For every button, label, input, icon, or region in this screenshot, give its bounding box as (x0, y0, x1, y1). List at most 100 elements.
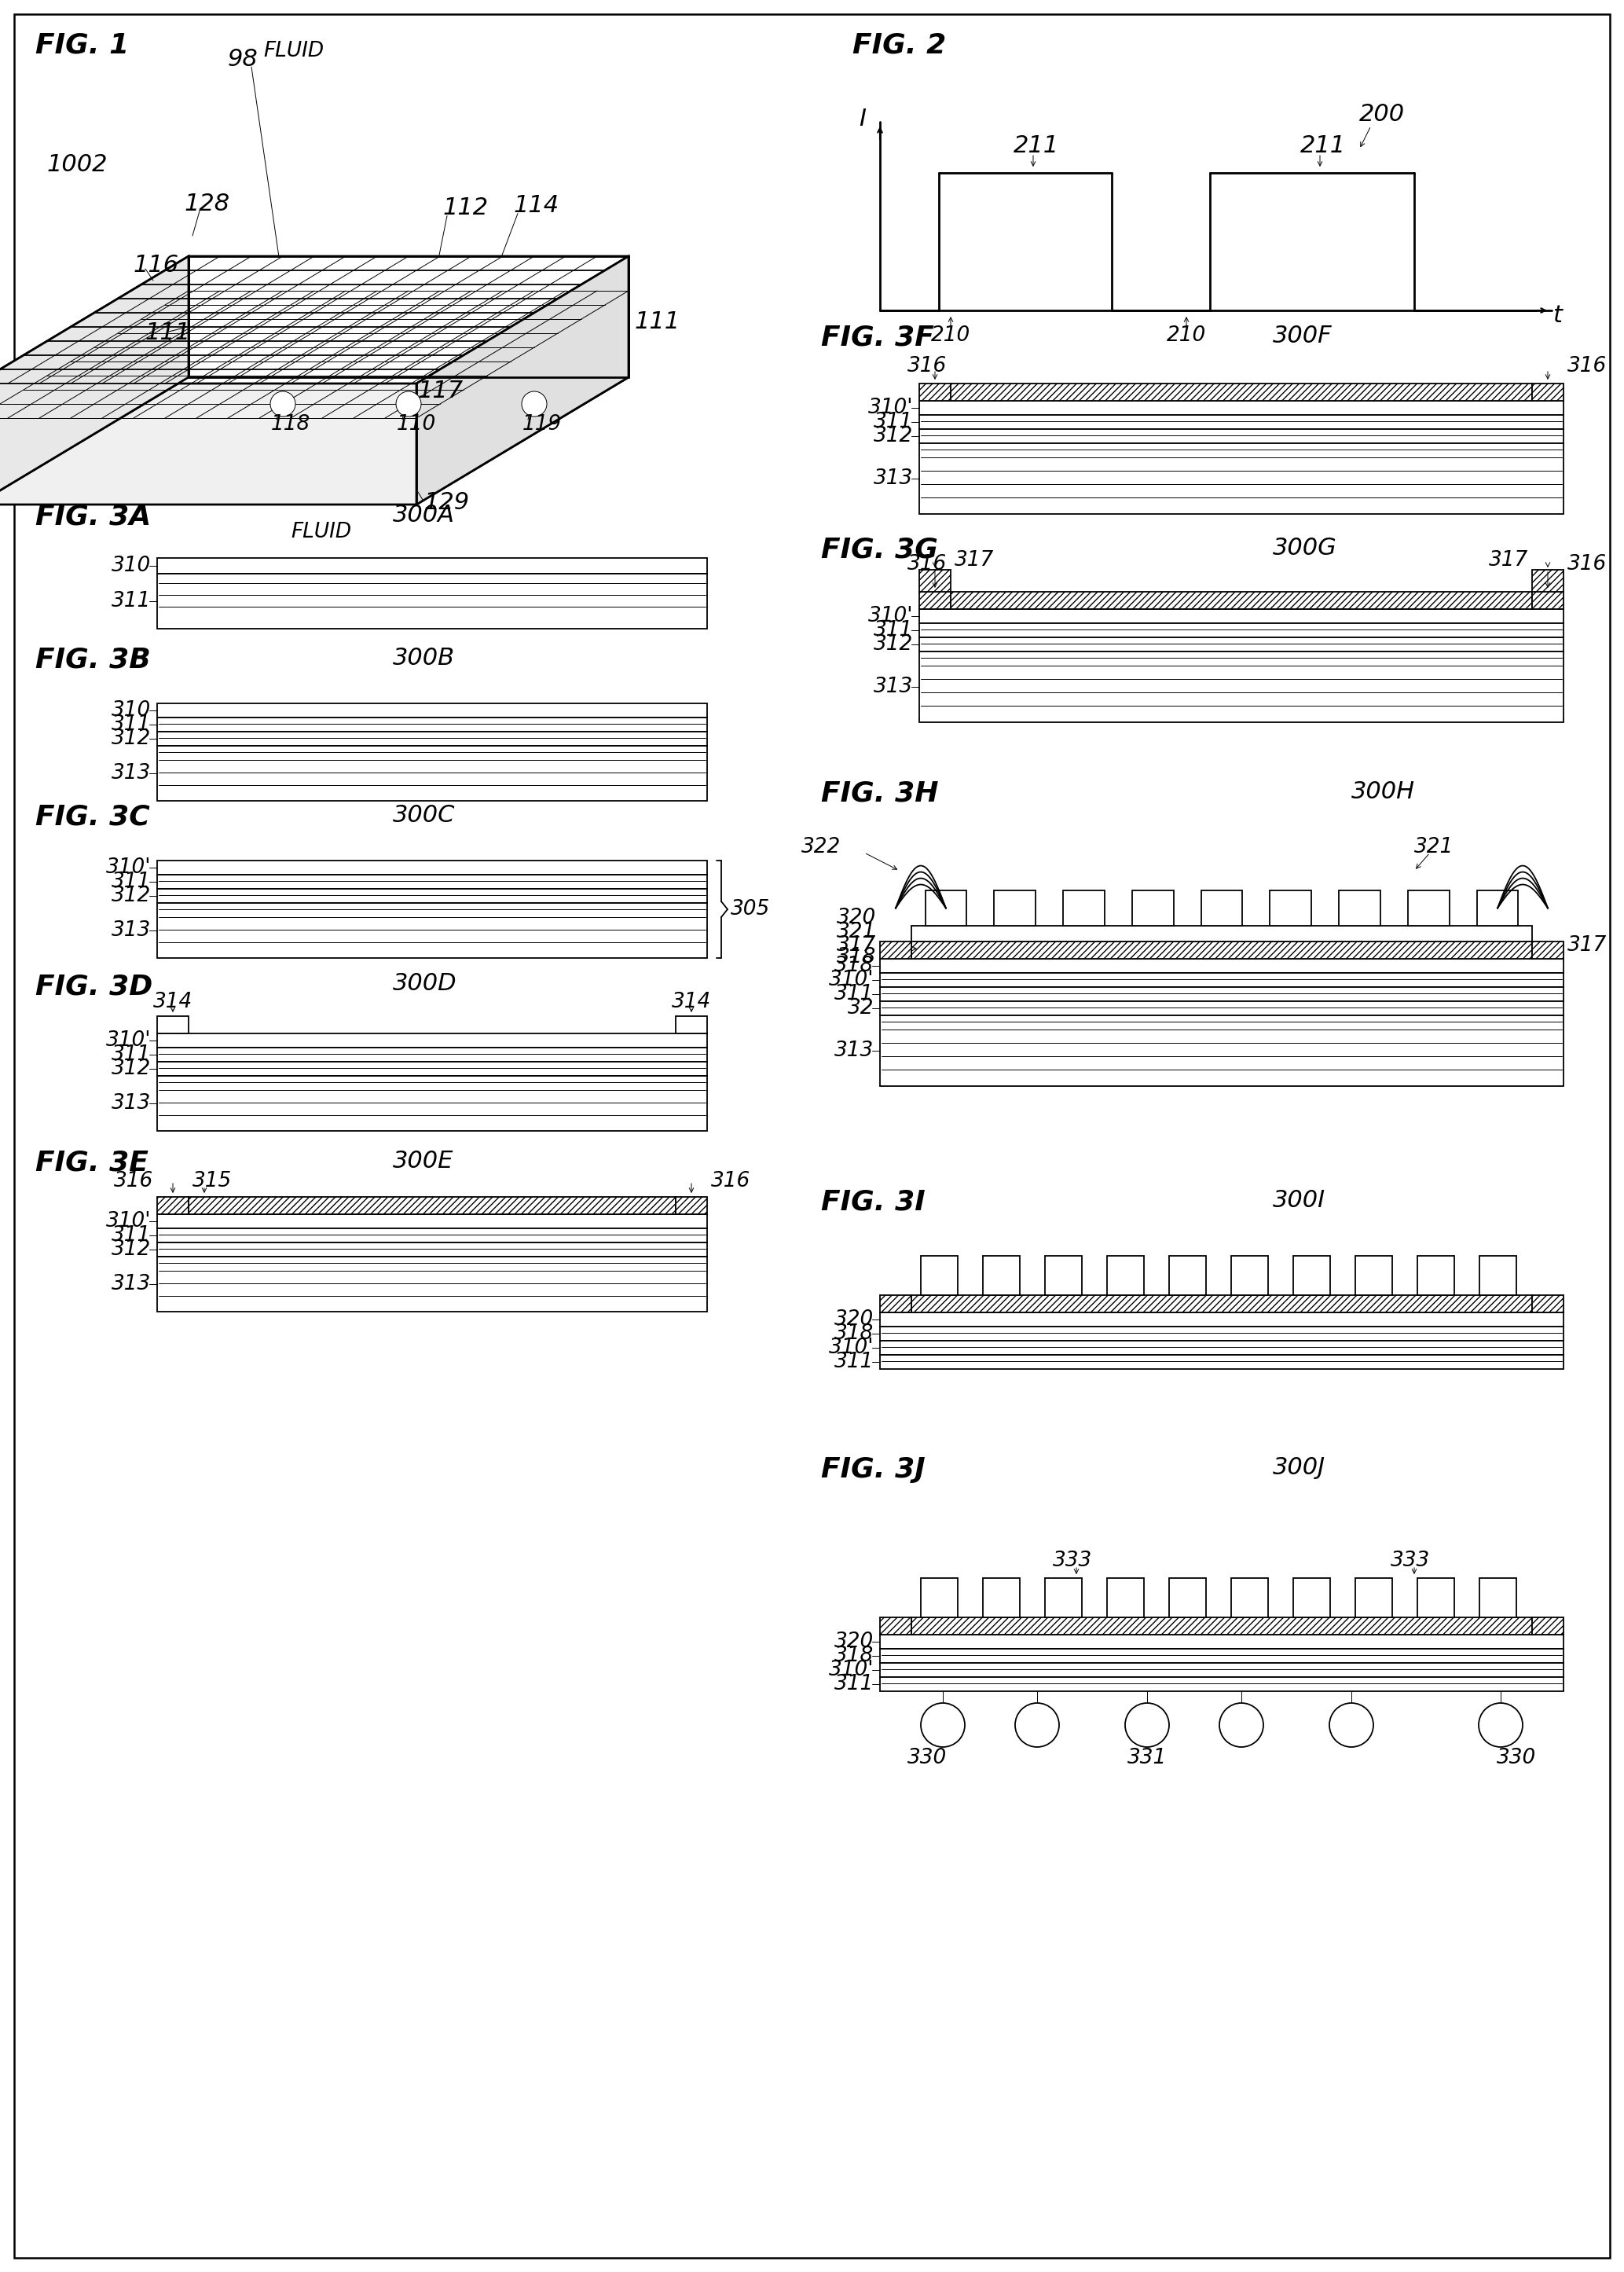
Text: 313: 313 (112, 920, 151, 941)
Text: t: t (1553, 304, 1562, 327)
Bar (919, 652, 1564, 722)
Text: 98: 98 (227, 48, 258, 70)
Text: 318: 318 (835, 1322, 874, 1343)
Text: 311: 311 (112, 713, 151, 734)
Bar (880, 1313, 1564, 1327)
Text: FIG. 3F: FIG. 3F (822, 325, 934, 352)
Bar (1531, 941, 1564, 959)
Bar (1479, 1256, 1517, 1295)
Bar (919, 570, 950, 591)
Circle shape (1125, 1704, 1169, 1747)
Bar (158, 1047, 706, 1061)
Text: 313: 313 (112, 1275, 151, 1295)
Circle shape (921, 1704, 965, 1747)
Text: 311: 311 (835, 1674, 874, 1695)
Bar (994, 891, 1036, 925)
Text: 128: 128 (185, 193, 231, 216)
Bar (158, 559, 706, 575)
Bar (188, 1197, 676, 1213)
Text: 315: 315 (193, 1170, 232, 1191)
Bar (911, 925, 1531, 941)
Text: 333: 333 (1390, 1550, 1431, 1570)
Text: 300I: 300I (1273, 1188, 1325, 1211)
Circle shape (521, 391, 547, 416)
Text: 316: 316 (908, 554, 947, 575)
Bar (880, 1295, 911, 1313)
Bar (158, 875, 706, 888)
Text: 118: 118 (271, 414, 310, 434)
Text: 300H: 300H (1351, 779, 1415, 802)
Text: 317: 317 (836, 936, 875, 957)
Text: 300G: 300G (1273, 536, 1337, 559)
Bar (158, 704, 706, 718)
Text: 312: 312 (112, 729, 151, 750)
Bar (919, 638, 1564, 652)
Text: 310: 310 (112, 700, 151, 720)
Text: 331: 331 (1127, 1747, 1166, 1768)
Bar (950, 591, 1531, 609)
Text: 316: 316 (908, 357, 947, 377)
Bar (919, 443, 1564, 513)
Text: 320: 320 (835, 1309, 874, 1329)
Bar (880, 986, 1564, 1002)
Text: 318: 318 (835, 1645, 874, 1665)
Bar (158, 1197, 188, 1213)
Bar (158, 861, 706, 875)
Text: 312: 312 (874, 634, 913, 654)
Circle shape (1015, 1704, 1059, 1747)
Bar (1108, 1256, 1145, 1295)
Text: 305: 305 (731, 900, 770, 920)
Text: 32: 32 (848, 997, 874, 1018)
Bar (880, 1634, 1564, 1649)
Text: 316: 316 (711, 1170, 750, 1191)
Text: 310': 310' (867, 607, 913, 627)
Bar (1418, 1579, 1455, 1618)
Bar (880, 1016, 1564, 1086)
Text: 316: 316 (1567, 554, 1606, 575)
Bar (919, 416, 1564, 429)
Text: 318: 318 (835, 957, 874, 977)
Text: 211: 211 (1301, 134, 1346, 157)
Bar (158, 732, 706, 745)
Bar (1293, 1579, 1330, 1618)
Bar (1354, 1256, 1392, 1295)
Bar (158, 1213, 706, 1229)
Text: 310': 310' (828, 1338, 874, 1359)
Bar (880, 959, 1564, 972)
Text: 312: 312 (112, 1238, 151, 1259)
Bar (158, 1077, 706, 1131)
Bar (158, 1061, 706, 1077)
Bar (919, 591, 950, 609)
Text: 311: 311 (835, 1352, 874, 1372)
Text: 316: 316 (114, 1170, 153, 1191)
Text: 316: 316 (1567, 357, 1606, 377)
Bar (1479, 1579, 1517, 1618)
Text: 111: 111 (635, 309, 680, 332)
Bar (676, 1016, 706, 1034)
Bar (880, 1340, 1564, 1354)
Text: 310': 310' (106, 857, 151, 877)
Text: FIG. 3C: FIG. 3C (36, 804, 149, 832)
Bar (1108, 1579, 1145, 1618)
Text: 310': 310' (828, 1661, 874, 1681)
Text: FIG. 3J: FIG. 3J (822, 1456, 926, 1484)
Text: 333: 333 (1052, 1550, 1093, 1570)
Text: 116: 116 (133, 254, 179, 277)
Bar (158, 1016, 188, 1034)
Text: FIG. 3H: FIG. 3H (822, 779, 939, 807)
Text: 312: 312 (112, 886, 151, 907)
Text: 322: 322 (801, 836, 841, 857)
Text: 330: 330 (1497, 1747, 1536, 1768)
Text: 313: 313 (835, 1041, 874, 1061)
Text: 311: 311 (112, 1045, 151, 1066)
Bar (1231, 1579, 1268, 1618)
Text: 300A: 300A (393, 504, 455, 527)
Text: 310': 310' (828, 970, 874, 991)
Bar (919, 384, 950, 400)
Text: 314: 314 (672, 993, 711, 1013)
Text: 318: 318 (836, 947, 875, 968)
Text: FIG. 3D: FIG. 3D (36, 972, 153, 1000)
Text: 312: 312 (874, 425, 913, 445)
Circle shape (270, 391, 296, 416)
Bar (950, 384, 1531, 400)
